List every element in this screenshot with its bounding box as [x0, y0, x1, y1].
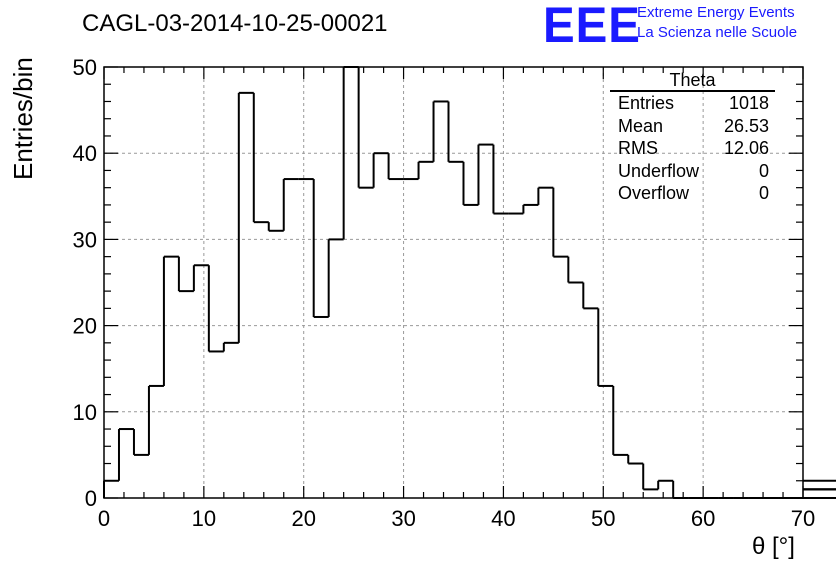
y-tick-label: 10: [73, 400, 97, 425]
stats-row-underflow: Underflow 0: [610, 160, 775, 183]
stats-value: 0: [758, 183, 769, 203]
x-tick-label: 30: [391, 506, 415, 531]
stats-label: RMS: [618, 138, 658, 158]
stats-label: Mean: [618, 115, 664, 136]
logo-caption-line2: La Scienza nelle Scuole: [637, 24, 798, 41]
stats-value: 1018: [728, 93, 769, 113]
y-tick-label: 20: [73, 314, 97, 339]
stats-value: 12.06: [723, 138, 769, 158]
plot-frame: [103, 66, 804, 499]
x-tick-label: 50: [591, 506, 615, 531]
logo-caption-line1: Extreme Energy Events: [637, 4, 795, 21]
stats-value: 26.53: [723, 115, 769, 136]
x-tick-label: 10: [192, 506, 216, 531]
y-tick-label: 40: [73, 141, 97, 166]
stats-row-rms: RMS 12.06: [610, 137, 775, 160]
x-tick-label: 60: [691, 506, 715, 531]
x-tick-label: 20: [291, 506, 315, 531]
stats-label: Underflow: [618, 160, 700, 181]
x-tick-label: 0: [98, 506, 110, 531]
stats-box: Theta Entries 1018 Mean 26.53 RMS 12.06 …: [610, 70, 775, 205]
stats-title: Theta: [610, 70, 775, 92]
x-axis-label: θ [°]: [752, 533, 795, 560]
x-tick-label: 70: [791, 506, 815, 531]
stats-label: Overflow: [618, 183, 690, 203]
y-axis-label: Entries/bin: [8, 57, 38, 180]
y-tick-label: 30: [73, 227, 97, 252]
stats-label: Entries: [618, 93, 675, 113]
stats-row-mean: Mean 26.53: [610, 115, 775, 138]
stats-value: 0: [758, 160, 769, 181]
x-tick-label: 40: [491, 506, 515, 531]
chart-title: CAGL-03-2014-10-25-00021: [82, 10, 388, 37]
y-tick-label: 0: [85, 486, 97, 511]
stats-row-overflow: Overflow 0: [610, 182, 775, 205]
y-tick-label: 50: [73, 55, 97, 80]
eee-logo: EEE: [543, 0, 641, 53]
stats-row-entries: Entries 1018: [610, 92, 775, 115]
